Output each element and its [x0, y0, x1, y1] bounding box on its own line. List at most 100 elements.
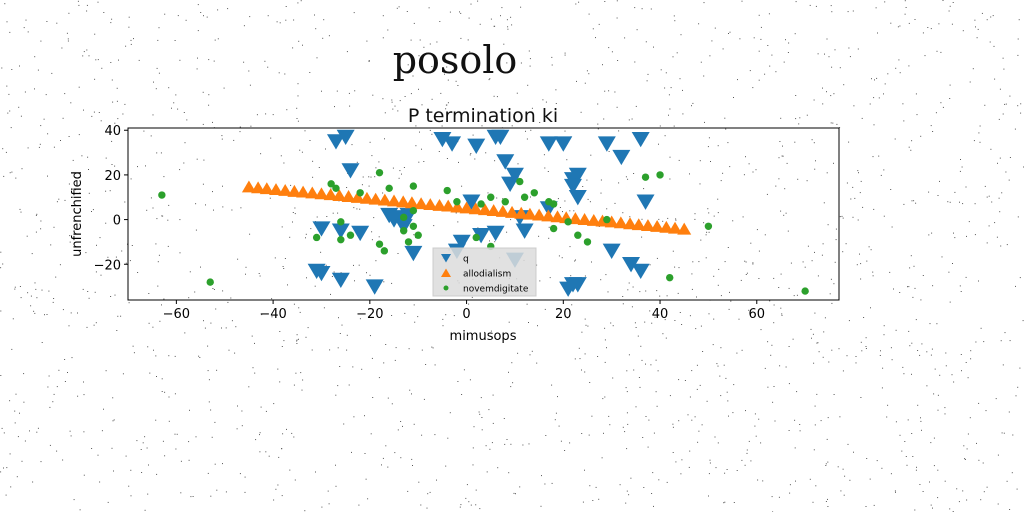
- point-novemdigitate-27: [549, 224, 558, 233]
- point-q-39: [568, 277, 587, 293]
- legend-marker-q: [441, 254, 451, 263]
- point-q-41: [602, 243, 621, 259]
- point-allodialism-24: [459, 201, 474, 214]
- point-novemdigitate-20: [477, 200, 485, 208]
- point-q-9: [312, 221, 331, 237]
- point-q-46: [636, 194, 655, 210]
- point-q-26: [472, 228, 491, 244]
- point-allodialism-40: [604, 215, 619, 228]
- point-allodialism-45: [650, 219, 665, 232]
- point-allodialism-1: [251, 181, 266, 194]
- point-novemdigitate-18: [443, 186, 451, 195]
- point-allodialism-28: [495, 205, 510, 217]
- point-q-34: [568, 167, 587, 184]
- point-allodialism-21: [432, 198, 447, 211]
- point-q-23: [505, 167, 524, 184]
- point-allodialism-30: [514, 206, 529, 219]
- point-q-15: [404, 245, 423, 262]
- point-novemdigitate-17: [409, 206, 418, 215]
- point-novemdigitate-7: [346, 231, 355, 239]
- point-q-30: [486, 225, 505, 242]
- point-novemdigitate-39: [399, 213, 408, 222]
- point-q-18: [467, 138, 486, 154]
- point-allodialism-15: [377, 193, 392, 206]
- point-q-44: [631, 263, 650, 280]
- x-axis-label: mimusops: [450, 329, 517, 344]
- legend-label-allodialism: allodialism: [463, 270, 511, 280]
- point-q-27: [452, 234, 471, 251]
- series-novemdigitate: [158, 168, 809, 295]
- point-allodialism-25: [468, 202, 483, 215]
- point-novemdigitate-16: [409, 182, 418, 190]
- legend-marker-allodialism: [441, 268, 451, 277]
- point-allodialism-39: [595, 214, 610, 227]
- point-q-32: [554, 136, 573, 152]
- point-allodialism-5: [287, 184, 302, 197]
- chart-title: P termination ki: [408, 105, 558, 127]
- point-allodialism-14: [368, 192, 383, 205]
- point-novemdigitate-3: [327, 180, 335, 188]
- point-q-29: [462, 194, 481, 210]
- point-novemdigitate-23: [516, 177, 524, 186]
- point-allodialism-46: [659, 220, 674, 233]
- point-allodialism-42: [623, 217, 638, 230]
- point-allodialism-13: [359, 191, 374, 204]
- point-q-6: [331, 223, 350, 239]
- point-q-5: [331, 272, 350, 288]
- point-allodialism-10: [332, 189, 347, 202]
- point-allodialism-29: [505, 205, 520, 218]
- y-axis: −20 0 20 40: [94, 124, 128, 273]
- point-q-36: [568, 190, 587, 206]
- point-novemdigitate-9: [375, 168, 384, 177]
- point-allodialism-48: [677, 222, 692, 235]
- point-q-16: [433, 131, 452, 148]
- point-novemdigitate-10: [375, 240, 384, 248]
- point-q-21: [496, 154, 515, 170]
- figure-suptitle: posolo: [392, 38, 518, 82]
- point-allodialism-7: [305, 186, 320, 199]
- point-allodialism-36: [568, 212, 583, 225]
- point-allodialism-44: [640, 219, 655, 231]
- point-allodialism-19: [414, 197, 429, 210]
- point-q-25: [515, 223, 534, 239]
- point-novemdigitate-22: [501, 198, 509, 206]
- point-q-8: [365, 279, 384, 295]
- point-novemdigitate-12: [385, 184, 393, 193]
- point-allodialism-0: [241, 180, 256, 193]
- point-novemdigitate-21: [487, 193, 495, 201]
- y-tick-label: −20: [94, 258, 121, 273]
- point-allodialism-18: [404, 196, 419, 209]
- point-novemdigitate-1: [206, 278, 214, 286]
- point-q-4: [312, 265, 331, 282]
- point-novemdigitate-5: [337, 218, 345, 226]
- x-tick-label: 20: [555, 307, 572, 322]
- legend-box: [432, 247, 537, 297]
- point-allodialism-4: [278, 184, 293, 196]
- point-novemdigitate-4: [332, 184, 340, 193]
- point-novemdigitate-40: [472, 233, 480, 242]
- point-allodialism-22: [441, 199, 456, 212]
- point-allodialism-34: [550, 210, 565, 223]
- point-novemdigitate-38: [414, 231, 422, 239]
- point-allodialism-37: [577, 213, 592, 225]
- x-tick-label: −20: [356, 307, 383, 322]
- point-novemdigitate-35: [666, 273, 674, 282]
- point-allodialism-43: [631, 218, 646, 231]
- point-novemdigitate-19: [453, 198, 461, 206]
- point-allodialism-8: [314, 187, 329, 200]
- point-novemdigitate-31: [583, 238, 592, 246]
- axes-frame: [127, 127, 840, 301]
- x-tick-label: 60: [749, 307, 766, 322]
- point-novemdigitate-11: [380, 247, 389, 255]
- point-allodialism-9: [323, 188, 338, 201]
- point-q-1: [336, 129, 355, 146]
- legend: q allodialism novemdigitate: [432, 247, 537, 297]
- legend-marker-novemdigitate: [443, 285, 449, 291]
- point-novemdigitate-28: [549, 200, 558, 208]
- point-allodialism-23: [450, 200, 465, 213]
- point-q-7: [351, 225, 370, 242]
- point-q-43: [622, 257, 641, 273]
- point-allodialism-32: [532, 208, 547, 221]
- point-novemdigitate-32: [603, 215, 611, 224]
